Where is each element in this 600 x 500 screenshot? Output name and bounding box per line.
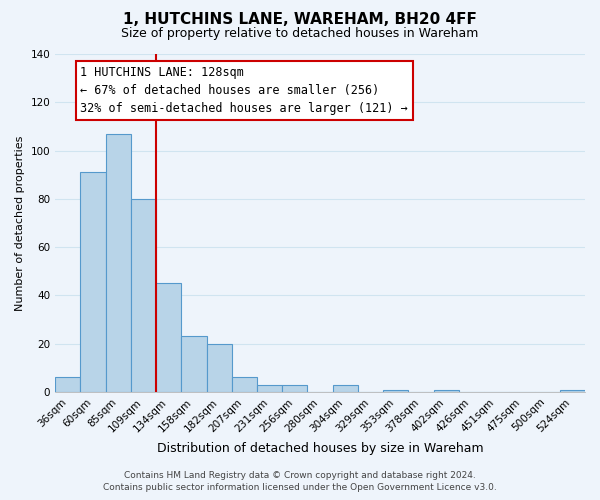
Text: Size of property relative to detached houses in Wareham: Size of property relative to detached ho… xyxy=(121,28,479,40)
Text: Contains HM Land Registry data © Crown copyright and database right 2024.
Contai: Contains HM Land Registry data © Crown c… xyxy=(103,471,497,492)
X-axis label: Distribution of detached houses by size in Wareham: Distribution of detached houses by size … xyxy=(157,442,484,455)
Bar xyxy=(383,390,409,392)
Bar xyxy=(232,378,257,392)
Bar xyxy=(434,390,459,392)
Bar xyxy=(131,199,156,392)
Y-axis label: Number of detached properties: Number of detached properties xyxy=(15,136,25,310)
Bar xyxy=(106,134,131,392)
Bar xyxy=(257,384,282,392)
Bar xyxy=(560,390,585,392)
Text: 1 HUTCHINS LANE: 128sqm
← 67% of detached houses are smaller (256)
32% of semi-d: 1 HUTCHINS LANE: 128sqm ← 67% of detache… xyxy=(80,66,408,115)
Bar xyxy=(206,344,232,392)
Bar xyxy=(282,384,307,392)
Bar xyxy=(181,336,206,392)
Bar xyxy=(332,384,358,392)
Bar xyxy=(55,378,80,392)
Bar xyxy=(80,172,106,392)
Bar xyxy=(156,284,181,392)
Text: 1, HUTCHINS LANE, WAREHAM, BH20 4FF: 1, HUTCHINS LANE, WAREHAM, BH20 4FF xyxy=(123,12,477,28)
